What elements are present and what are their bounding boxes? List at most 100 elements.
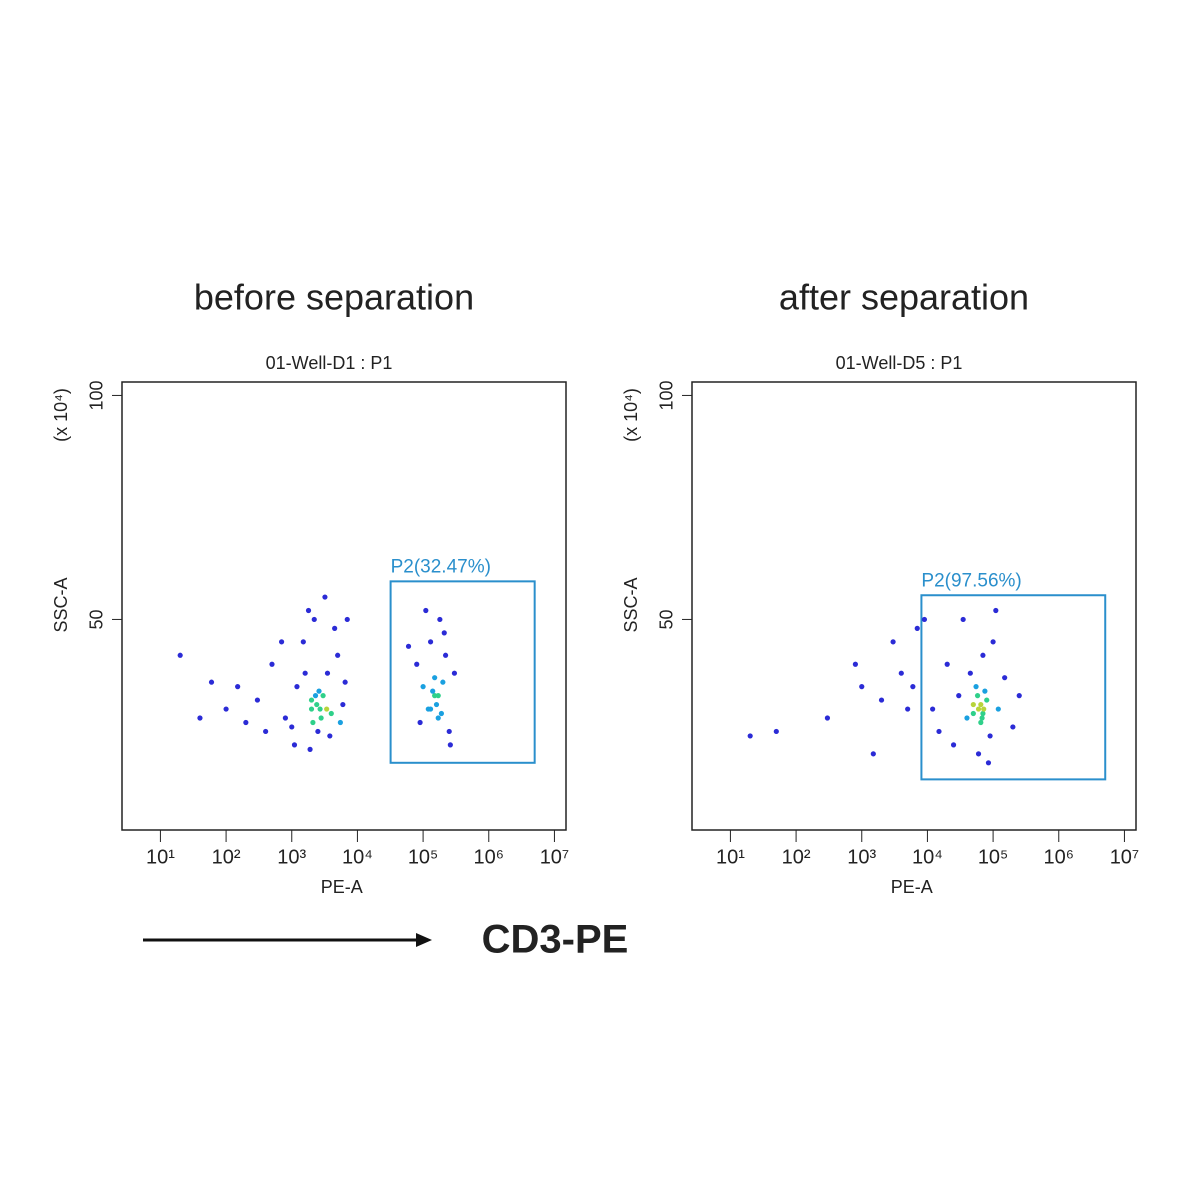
event-point [773, 728, 779, 735]
event-point [300, 639, 306, 645]
event-point [981, 706, 987, 712]
event-point [405, 643, 412, 649]
event-point [978, 701, 984, 708]
y-axis-unit: (x 10⁴) [621, 388, 641, 442]
event-point [302, 670, 308, 676]
event-point [441, 630, 447, 636]
x-tick-label: 10² [782, 846, 811, 868]
event-point [317, 706, 323, 712]
x-axis-label: PE-A [321, 877, 363, 897]
x-tick-label: 10¹ [716, 846, 745, 868]
event-point [978, 719, 984, 726]
event-point [446, 728, 452, 735]
event-point [930, 706, 936, 712]
event-point [435, 715, 441, 721]
event-point [294, 684, 300, 690]
event-point [291, 742, 298, 748]
event-point [332, 625, 338, 632]
plot-heading: after separation [779, 277, 1029, 318]
event-point [1002, 675, 1008, 681]
x-axis-label: PE-A [891, 877, 933, 897]
event-point [914, 625, 920, 632]
event-point [432, 675, 438, 681]
event-point [417, 719, 423, 726]
axis-annotation: CD3-PE [482, 918, 629, 962]
plot-frame [691, 381, 1137, 831]
event-point [852, 661, 858, 667]
event-point [1016, 693, 1022, 699]
event-point [430, 688, 436, 694]
x-tick-label: 10³ [277, 846, 306, 868]
event-point [308, 697, 315, 703]
event-point [987, 733, 993, 739]
event-point [984, 697, 990, 703]
x-tick-label: 10⁴ [912, 846, 943, 868]
event-point [342, 679, 348, 685]
event-point [289, 724, 295, 730]
y-axis-label: SSC-A [621, 577, 641, 632]
event-point [337, 719, 343, 726]
event-point [327, 733, 333, 739]
event-point [870, 751, 876, 757]
event-point [975, 751, 982, 757]
event-point [921, 616, 928, 623]
event-point [898, 670, 904, 676]
event-point [910, 684, 916, 690]
event-point [432, 693, 438, 699]
event-point [447, 742, 453, 748]
event-point [320, 693, 326, 699]
x-tick-label: 10⁶ [474, 846, 504, 868]
event-point [435, 693, 441, 699]
event-point [315, 728, 321, 735]
event-point [223, 706, 229, 712]
gate [389, 580, 536, 764]
event-point [254, 697, 261, 703]
plot-heading: before separation [194, 277, 474, 318]
gate-label: P2(32.47%) [391, 556, 491, 577]
event-point [243, 719, 249, 726]
gate [920, 594, 1107, 781]
event-point [305, 607, 312, 614]
event-point [950, 742, 957, 748]
event-point [324, 670, 331, 676]
event-point [985, 760, 992, 766]
event-point [263, 728, 269, 735]
event-point [980, 652, 986, 658]
x-tick-label: 10⁵ [408, 846, 439, 868]
event-point [970, 710, 976, 717]
event-point [982, 688, 988, 694]
y-axis-label: SSC-A [51, 577, 71, 632]
event-point [310, 719, 316, 726]
event-point [269, 661, 275, 667]
event-point [944, 661, 950, 667]
event-point [956, 693, 962, 699]
event-point [1010, 724, 1016, 730]
event-point [975, 706, 982, 712]
event-point [980, 710, 986, 717]
x-tick-label: 10¹ [146, 846, 175, 868]
event-point [905, 706, 911, 712]
event-point [312, 693, 319, 699]
arrow-head [416, 933, 432, 947]
x-tick-label: 10⁵ [978, 846, 1009, 868]
event-point [440, 679, 446, 685]
plot-title: 01-Well-D1 : P1 [266, 353, 393, 373]
event-point [437, 616, 443, 623]
event-point [423, 607, 429, 614]
event-point [324, 706, 330, 712]
x-tick-label: 10⁷ [1110, 846, 1139, 868]
event-point [964, 715, 970, 721]
event-point [427, 706, 434, 712]
y-tick-label: 50 [87, 609, 107, 629]
event-point [177, 652, 183, 658]
x-tick-label: 10² [212, 846, 241, 868]
event-point [890, 639, 896, 645]
event-point [318, 715, 324, 721]
event-point [967, 670, 973, 676]
event-point [960, 616, 966, 623]
event-point [990, 639, 996, 645]
y-axis-unit: (x 10⁴) [51, 388, 71, 442]
gate-label: P2(97.56%) [921, 570, 1021, 591]
